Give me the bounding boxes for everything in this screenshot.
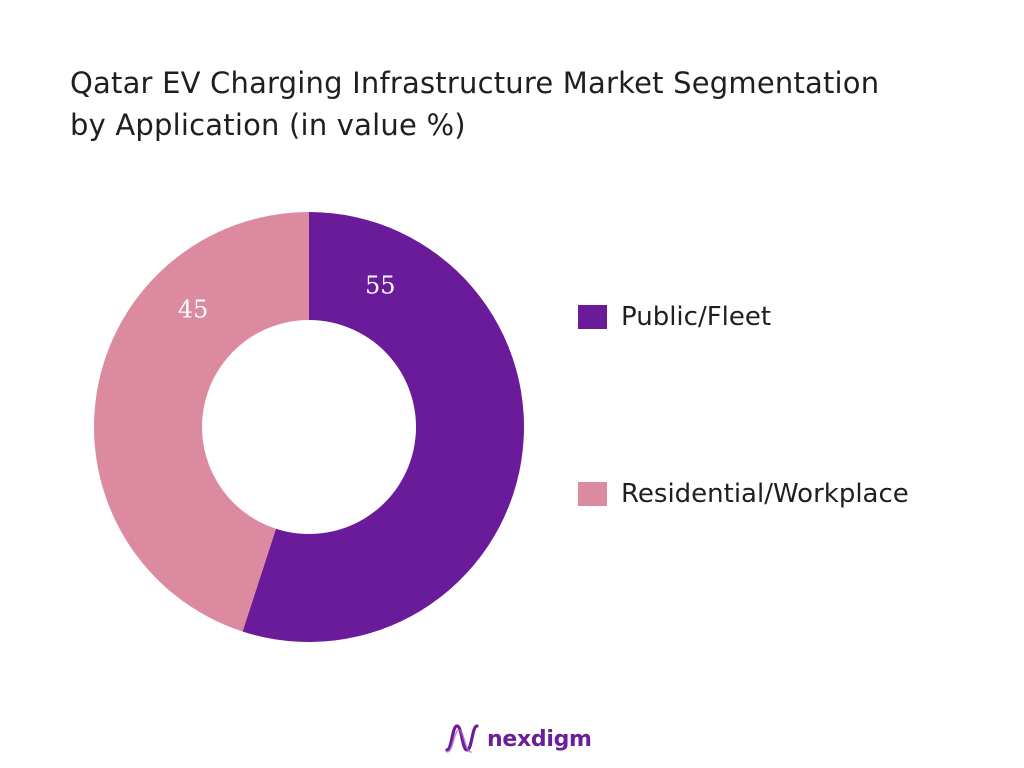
legend-item-residential-workplace: Residential/Workplace — [578, 473, 909, 515]
data-label-residential-workplace: 45 — [178, 296, 209, 324]
legend-item-public-fleet: Public/Fleet — [578, 296, 771, 338]
donut-slice-public-fleet — [242, 212, 524, 643]
brand-name: nexdigm — [487, 726, 592, 752]
chart-title-line-1: Qatar EV Charging Infrastructure Market … — [70, 66, 880, 100]
chart-title: Qatar EV Charging Infrastructure Market … — [70, 62, 1000, 146]
legend-swatch-residential-workplace — [578, 482, 607, 506]
legend-swatch-public-fleet — [578, 305, 607, 329]
brand-logo: nexdigm — [444, 722, 592, 756]
chart-title-line-2: by Application (in value %) — [70, 108, 466, 142]
nexdigm-wave-icon — [445, 724, 479, 753]
legend-label-public-fleet: Public/Fleet — [621, 302, 772, 332]
data-label-public-fleet: 55 — [365, 272, 396, 300]
donut-slice-residential-workplace — [94, 212, 310, 632]
legend-label-residential-workplace: Residential/Workplace — [621, 479, 909, 509]
